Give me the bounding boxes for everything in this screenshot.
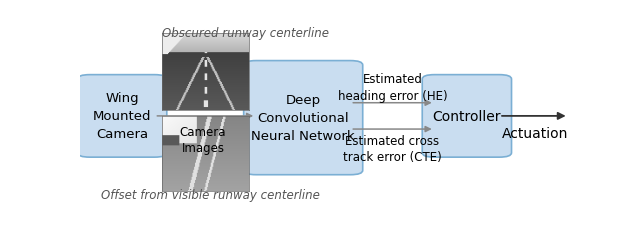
FancyBboxPatch shape	[244, 61, 363, 175]
Text: Estimated cross
track error (CTE): Estimated cross track error (CTE)	[343, 134, 442, 163]
Text: Actuation: Actuation	[502, 127, 568, 141]
FancyBboxPatch shape	[422, 75, 511, 158]
Text: Estimated
heading error (HE): Estimated heading error (HE)	[338, 73, 447, 102]
Text: Wing
Mounted
Camera: Wing Mounted Camera	[93, 92, 152, 141]
Text: Deep
Convolutional
Neural Network: Deep Convolutional Neural Network	[252, 94, 355, 143]
Text: Controller: Controller	[433, 109, 501, 123]
Text: Camera
Images: Camera Images	[180, 125, 227, 155]
FancyBboxPatch shape	[77, 75, 167, 158]
Text: Offset from visible runway centerline: Offset from visible runway centerline	[101, 189, 320, 202]
Text: Obscured runway centerline: Obscured runway centerline	[162, 27, 329, 40]
